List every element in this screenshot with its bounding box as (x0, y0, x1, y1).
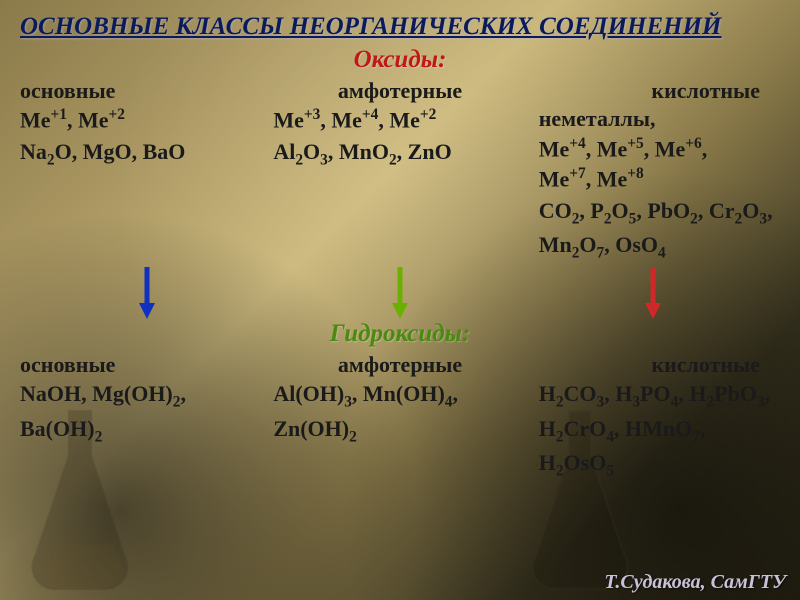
arrows-row (20, 264, 780, 320)
oxides-amphoteric-head: амфотерные (273, 78, 526, 103)
oxides-basic-col: основные Me+1, Me+2 Na2O, MgO, BaO (20, 78, 261, 264)
oxides-amphoteric-rule: Me+3, Me+4, Me+2 (273, 105, 526, 135)
oxides-basic-examples: Na2O, MgO, BaO (20, 137, 261, 171)
oxides-acidic-rule: неметаллы,Me+4, Me+5, Me+6,Me+7, Me+8 (539, 105, 780, 193)
oxides-columns: основные Me+1, Me+2 Na2O, MgO, BaO амфот… (20, 78, 780, 264)
hydroxides-acidic-head: кислотные (539, 352, 780, 377)
oxides-amphoteric-examples: Al2O3, MnO2, ZnO (273, 137, 526, 171)
hydroxides-amphoteric-examples: Al(OH)3, Mn(OH)4, Zn(OH)2 (273, 379, 526, 447)
main-title: ОСНОВНЫЕ КЛАССЫ НЕОРГАНИЧЕСКИХ СОЕДИНЕНИ… (20, 12, 780, 42)
hydroxides-basic-col: основные NaOH, Mg(OH)2, Ba(OH)2 (20, 352, 261, 482)
author-credit: Т.Судакова, СамГТУ (604, 571, 786, 594)
oxides-acidic-examples: CO2, P2O5, PbO2, Cr2O3, Mn2O7, OsO4 (539, 196, 780, 264)
hydroxides-acidic-examples: H2CO3, H3PO4, H2PbO3, H2CrO4, HMnO7, H2O… (539, 379, 780, 482)
arrow-acidic-icon (641, 265, 665, 319)
arrow-basic-icon (135, 265, 159, 319)
oxides-amphoteric-col: амфотерные Me+3, Me+4, Me+2 Al2O3, MnO2,… (273, 78, 526, 264)
hydroxides-basic-examples: NaOH, Mg(OH)2, Ba(OH)2 (20, 379, 261, 447)
oxides-basic-rule: Me+1, Me+2 (20, 105, 261, 135)
hydroxides-heading: Гидроксиды: (20, 320, 780, 348)
oxides-heading: Оксиды: (20, 46, 780, 74)
oxides-acidic-head: кислотные (539, 78, 780, 103)
hydroxides-acidic-col: кислотные H2CO3, H3PO4, H2PbO3, H2CrO4, … (539, 352, 780, 482)
hydroxides-amphoteric-col: амфотерные Al(OH)3, Mn(OH)4, Zn(OH)2 (273, 352, 526, 482)
hydroxides-columns: основные NaOH, Mg(OH)2, Ba(OH)2 амфотерн… (20, 352, 780, 482)
arrow-amphoteric-icon (388, 265, 412, 319)
hydroxides-amphoteric-head: амфотерные (273, 352, 526, 377)
hydroxides-basic-head: основные (20, 352, 261, 377)
oxides-acidic-col: кислотные неметаллы,Me+4, Me+5, Me+6,Me+… (539, 78, 780, 264)
oxides-basic-head: основные (20, 78, 261, 103)
